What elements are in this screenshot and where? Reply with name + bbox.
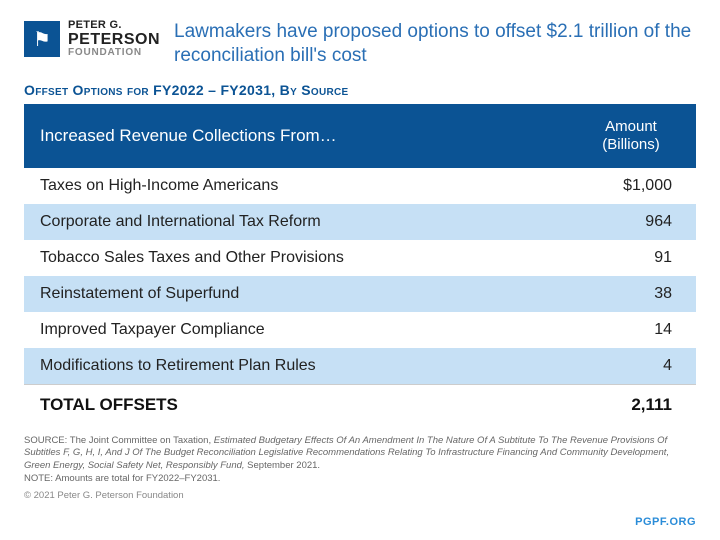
logo-line-3: FOUNDATION — [68, 48, 160, 59]
source-tail: September 2021. — [245, 460, 321, 471]
row-label: Improved Taxpayer Compliance — [24, 312, 566, 348]
brand-link[interactable]: PGPF.ORG — [635, 516, 696, 528]
logo-glyph: ⚑ — [33, 27, 51, 52]
table-row: Taxes on High-Income Americans$1,000 — [24, 168, 696, 204]
total-value: 2,111 — [566, 384, 696, 425]
row-label: Reinstatement of Superfund — [24, 276, 566, 312]
row-value: 4 — [566, 348, 696, 385]
table-row: Corporate and International Tax Reform96… — [24, 204, 696, 240]
logo-line-2: PETERSON — [68, 32, 160, 49]
copyright: © 2021 Peter G. Peterson Foundation — [24, 490, 696, 503]
footer: SOURCE: The Joint Committee on Taxation,… — [24, 435, 696, 503]
row-value: 38 — [566, 276, 696, 312]
header: ⚑ PETER G. PETERSON FOUNDATION Lawmakers… — [24, 20, 696, 68]
logo-text: PETER G. PETERSON FOUNDATION — [68, 20, 160, 59]
row-value: 91 — [566, 240, 696, 276]
flag-icon: ⚑ — [24, 21, 60, 57]
table-total-row: TOTAL OFFSETS 2,111 — [24, 384, 696, 425]
table-row: Improved Taxpayer Compliance14 — [24, 312, 696, 348]
logo-line-1: PETER G. — [68, 20, 160, 32]
note-text: Amounts are total for FY2022–FY2031. — [55, 473, 220, 484]
table-row: Tobacco Sales Taxes and Other Provisions… — [24, 240, 696, 276]
row-value: 14 — [566, 312, 696, 348]
row-label: Modifications to Retirement Plan Rules — [24, 348, 566, 385]
row-label: Corporate and International Tax Reform — [24, 204, 566, 240]
table-header-row: Increased Revenue Collections From… Amou… — [24, 104, 696, 168]
note-label: NOTE: — [24, 473, 55, 484]
col-header-label: Increased Revenue Collections From… — [24, 104, 566, 168]
row-label: Tobacco Sales Taxes and Other Provisions — [24, 240, 566, 276]
source-label: SOURCE: — [24, 435, 70, 446]
row-value: $1,000 — [566, 168, 696, 204]
page-title: Lawmakers have proposed options to offse… — [174, 20, 696, 68]
source-text: The Joint Committee on Taxation, — [70, 435, 214, 446]
subtitle: Offset Options for FY2022 – FY2031, By S… — [24, 82, 696, 98]
table-row: Reinstatement of Superfund38 — [24, 276, 696, 312]
logo: ⚑ PETER G. PETERSON FOUNDATION — [24, 20, 160, 59]
table-row: Modifications to Retirement Plan Rules4 — [24, 348, 696, 385]
col-header-amount: Amount (Billions) — [566, 104, 696, 168]
row-value: 964 — [566, 204, 696, 240]
total-label: TOTAL OFFSETS — [24, 384, 566, 425]
offsets-table: Increased Revenue Collections From… Amou… — [24, 104, 696, 425]
row-label: Taxes on High-Income Americans — [24, 168, 566, 204]
